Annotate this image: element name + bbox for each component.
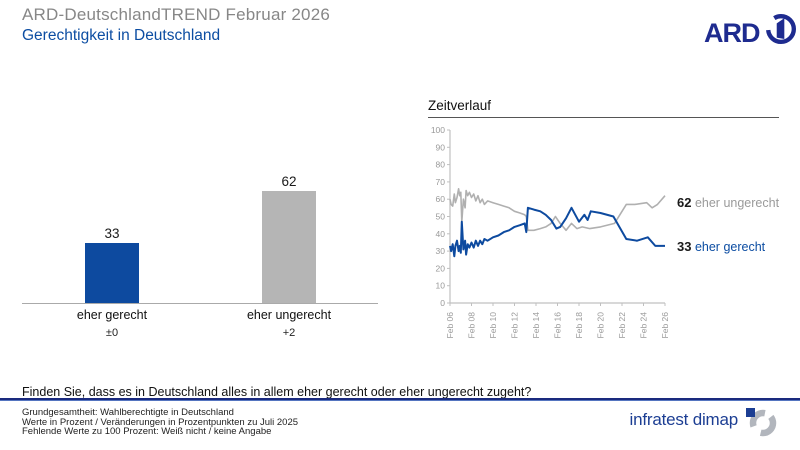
svg-text:90: 90 bbox=[436, 142, 446, 152]
svg-text:70: 70 bbox=[436, 177, 446, 187]
svg-text:40: 40 bbox=[436, 229, 446, 239]
footer-line-3: Fehlende Werte zu 100 Prozent: Weiß nich… bbox=[22, 426, 272, 437]
svg-text:Feb 20: Feb 20 bbox=[596, 312, 606, 339]
footer-notes: Grundgesamtheit: Wahlberechtigte in Deut… bbox=[22, 408, 298, 437]
page-title: ARD-DeutschlandTREND Februar 2026 bbox=[22, 5, 331, 24]
svg-text:60: 60 bbox=[436, 194, 446, 204]
svg-text:Feb 16: Feb 16 bbox=[553, 312, 563, 339]
svg-text:Feb 18: Feb 18 bbox=[574, 312, 584, 339]
svg-text:Feb 24: Feb 24 bbox=[639, 312, 649, 339]
bar-value-gerecht: 33 bbox=[104, 226, 120, 241]
svg-text:Feb 12: Feb 12 bbox=[510, 312, 520, 339]
timeline-title: Zeitverlauf bbox=[428, 98, 492, 113]
svg-text:Feb 14: Feb 14 bbox=[531, 312, 541, 339]
bar-change-gerecht: ±0 bbox=[105, 327, 119, 339]
das-erste-one-icon bbox=[762, 11, 800, 54]
bar-label-ungerecht: eher ungerecht bbox=[246, 308, 332, 322]
infratest-dimap-logo-text: infratest dimap bbox=[629, 410, 739, 429]
footer-line-2: Werte in Prozent / Veränderungen in Proz… bbox=[22, 416, 299, 428]
svg-text:20: 20 bbox=[436, 263, 446, 273]
infratest-dimap-icon bbox=[744, 406, 778, 445]
bar-baseline bbox=[22, 303, 378, 304]
svg-text:50: 50 bbox=[436, 212, 446, 222]
svg-text:Feb 22: Feb 22 bbox=[617, 312, 627, 339]
survey-question: Finden Sie, dass es in Deutschland alles… bbox=[22, 385, 532, 399]
ard-logo: ARD bbox=[704, 11, 800, 54]
endlabel-ungerecht-text: eher ungerecht bbox=[694, 196, 780, 210]
timeline-line-chart: 0 10 20 30 40 50 60 70 80 90 100 Feb 06 Feb 08 Feb 10… bbox=[431, 125, 670, 339]
svg-text:100: 100 bbox=[431, 125, 445, 135]
bar-change-ungerecht: +2 bbox=[282, 327, 296, 339]
ard-logo-text: ARD bbox=[704, 17, 760, 48]
timeline-header-rule bbox=[428, 117, 779, 118]
svg-text:Feb 10: Feb 10 bbox=[488, 312, 498, 339]
svg-text:0: 0 bbox=[440, 298, 445, 308]
bottom-divider bbox=[0, 398, 800, 401]
endlabel-ungerecht-value: 62 bbox=[677, 195, 692, 210]
endlabel-gerecht-text: eher gerecht bbox=[694, 240, 766, 254]
bar-label-gerecht: eher gerecht bbox=[76, 308, 148, 322]
bar-value-ungerecht: 62 bbox=[281, 174, 297, 189]
svg-text:30: 30 bbox=[436, 246, 446, 256]
bar-gerecht bbox=[85, 243, 139, 303]
endlabel-ungerecht: 62 eher ungerecht bbox=[677, 195, 779, 210]
svg-text:Feb 26: Feb 26 bbox=[660, 312, 670, 339]
bar-ungerecht bbox=[262, 191, 316, 303]
svg-text:Feb 06: Feb 06 bbox=[445, 312, 455, 339]
svg-text:10: 10 bbox=[436, 281, 446, 291]
endlabel-gerecht-value: 33 bbox=[677, 239, 692, 254]
footer-line-1: Grundgesamtheit: Wahlberechtigte in Deut… bbox=[22, 407, 234, 418]
page-subtitle: Gerechtigkeit in Deutschland bbox=[22, 27, 221, 44]
svg-text:Feb 08: Feb 08 bbox=[467, 312, 477, 339]
svg-text:80: 80 bbox=[436, 160, 446, 170]
endlabel-gerecht: 33 eher gerecht bbox=[677, 239, 765, 254]
